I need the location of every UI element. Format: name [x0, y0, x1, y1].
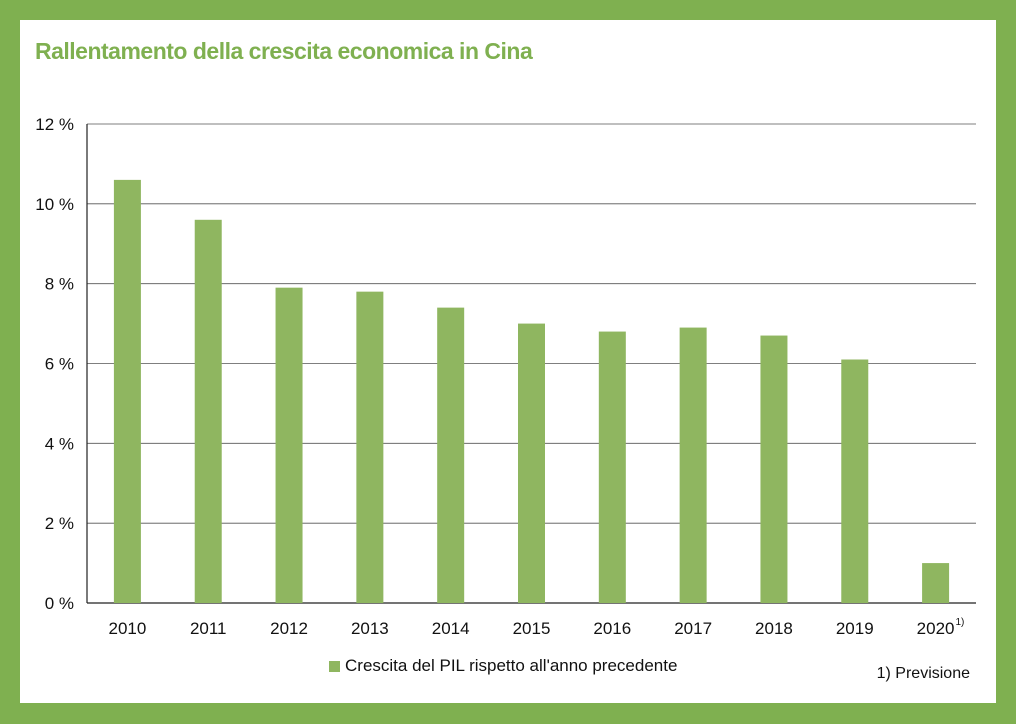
legend: Crescita del PIL rispetto all'anno prece…: [329, 656, 677, 676]
footnote: 1) Previsione: [876, 665, 970, 682]
x-tick-label: 2018: [755, 619, 793, 638]
bar-2019: [841, 359, 869, 603]
y-tick-label: 2 %: [45, 514, 74, 533]
bar-2016: [598, 331, 626, 603]
y-tick-label: 10 %: [35, 195, 74, 214]
bar-2018: [760, 335, 788, 603]
legend-swatch: [329, 660, 340, 672]
bar-2020: [922, 563, 950, 603]
x-tick-label: 2016: [593, 619, 631, 638]
x-tick-label: 2017: [674, 619, 712, 638]
bar-2013: [356, 291, 384, 603]
x-tick-label: 2015: [513, 619, 551, 638]
y-tick-label: 8 %: [45, 275, 74, 294]
chart-title: Rallentamento della crescita economica i…: [35, 38, 533, 64]
bar-2012: [275, 287, 303, 603]
bar-2015: [518, 323, 545, 603]
y-tick-label: 12 %: [35, 115, 74, 134]
y-tick-label: 0 %: [45, 594, 74, 613]
chart-frame: Rallentamento della crescita economica i…: [20, 20, 996, 703]
x-tick-label: 2010: [108, 619, 146, 638]
legend-label: Crescita del PIL rispetto all'anno prece…: [345, 656, 678, 675]
y-tick-label: 4 %: [45, 434, 74, 453]
x-tick-label: 2012: [270, 619, 308, 638]
bar-2010: [113, 179, 141, 603]
x-tick-label: 2013: [351, 619, 389, 638]
x-tick-label: 2011: [190, 619, 227, 638]
bar-2017: [679, 327, 707, 603]
bar-chart: 0 % 2 % 4 % 6 % 8 % 10 % 12 % 2010 2011 2012 2013 2…: [35, 115, 976, 638]
footnote-mark: 1): [956, 617, 965, 628]
y-tick-label: 6 %: [45, 355, 74, 374]
x-tick-label: 2019: [836, 619, 874, 638]
bar-2014: [437, 307, 465, 603]
x-tick-label: 2020: [917, 619, 955, 638]
bar-2011: [194, 219, 222, 604]
x-tick-label: 2014: [432, 619, 470, 638]
